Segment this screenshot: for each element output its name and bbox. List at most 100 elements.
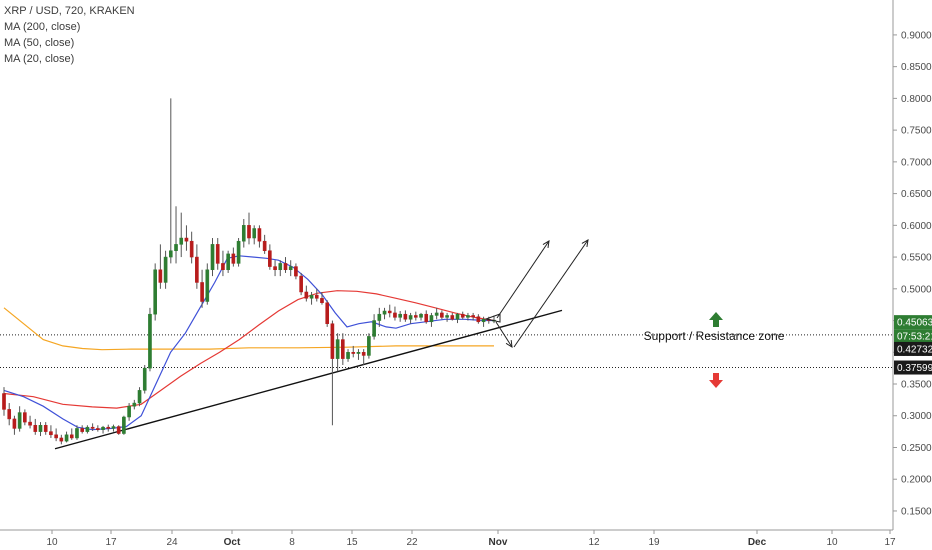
time-tick-label: 22 — [406, 537, 418, 548]
candle-body — [419, 313, 423, 318]
candle-body — [210, 244, 215, 271]
candle-body — [450, 315, 455, 320]
candle-body — [476, 316, 481, 323]
resistance-price-tag-bg — [894, 341, 932, 356]
candle-body — [168, 250, 173, 258]
candle-body — [325, 302, 330, 324]
candle-body — [2, 393, 6, 410]
candle-body — [252, 228, 257, 239]
ascending-trendline — [54, 309, 563, 450]
candle-body — [69, 434, 74, 439]
candle-body — [179, 237, 184, 245]
candle-body — [445, 315, 449, 318]
legend-ma50: MA (50, close) — [4, 37, 75, 49]
countdown-tag: 07:53:21 — [897, 332, 932, 343]
candle-body — [231, 253, 236, 264]
candle-body — [127, 405, 131, 418]
candle-body — [356, 352, 361, 354]
time-tick-label: 17 — [105, 537, 117, 548]
candle-body — [226, 253, 230, 271]
projection-arrow-up-2-head — [581, 239, 589, 247]
projection-arrow-up-1-head — [542, 240, 550, 248]
candle-body — [158, 269, 163, 283]
candle-body — [387, 310, 392, 314]
candle-body — [273, 266, 277, 271]
candle-body — [314, 294, 319, 299]
support-price-tag: 0.37599 — [897, 363, 932, 374]
candle-body — [195, 256, 199, 283]
candle-body — [200, 282, 204, 302]
candle-body — [148, 313, 152, 369]
candle-body — [101, 426, 105, 430]
current-price-tag-bg — [894, 315, 932, 330]
time-axis[interactable]: 10 17 24 Oct 8 15 22 Nov 12 19 Dec 10 17 — [0, 529, 896, 548]
candle-body — [320, 298, 324, 304]
candle-body — [221, 263, 225, 271]
projection-triangle — [484, 313, 501, 323]
resistance-price-tag: 0.42732 — [897, 344, 932, 355]
price-tick-label: 0.15000 — [901, 506, 932, 517]
ma200-line — [3, 307, 494, 351]
candle-body — [294, 266, 298, 277]
plot-area[interactable]: Support / Resistance zone — [0, 98, 893, 450]
candle-body — [257, 228, 262, 242]
candle-body — [38, 425, 43, 432]
candle-body — [262, 240, 267, 251]
candle-body — [142, 367, 147, 391]
candle-body — [471, 315, 475, 317]
candle-body — [283, 263, 288, 271]
candle-body — [215, 244, 220, 264]
candle-body — [132, 402, 137, 407]
chart-legend: XRP / USD, 720, KRAKEN MA (200, close) M… — [4, 3, 135, 67]
candle-body — [75, 428, 79, 439]
countdown-tag-bg — [894, 329, 932, 344]
candle-body — [153, 269, 157, 315]
bullish-arrow-icon — [709, 312, 723, 327]
candle-body — [377, 313, 382, 321]
candle-body — [122, 416, 126, 434]
candle-body — [367, 336, 371, 356]
candle-body — [341, 339, 345, 359]
candle-body — [106, 426, 111, 429]
candle-body — [413, 315, 418, 318]
candle-body — [372, 320, 376, 337]
time-tick-label: 12 — [588, 537, 600, 548]
candle-body — [429, 315, 434, 323]
candle-body — [330, 323, 335, 359]
bearish-arrow-icon — [709, 373, 723, 388]
candle-body — [137, 390, 142, 404]
projection-arrow-down — [495, 321, 513, 348]
candle-body — [43, 425, 48, 432]
candle-body — [309, 294, 314, 299]
candle-body — [403, 313, 408, 320]
time-tick-label: 17 — [884, 537, 896, 548]
candle-body — [268, 250, 272, 267]
candle-body — [398, 313, 402, 318]
candle-body — [17, 412, 22, 429]
candle-body — [408, 315, 413, 320]
time-tick-label: 10 — [826, 537, 838, 548]
time-tick-label: 10 — [46, 537, 58, 548]
candle-body — [460, 313, 465, 318]
time-tick-label: 24 — [166, 537, 178, 548]
time-tick-label: Dec — [748, 537, 767, 548]
ma50-line — [3, 290, 495, 409]
candle-body — [236, 240, 241, 264]
candle-body — [90, 426, 95, 429]
current-price-tag: 0.45063 — [897, 318, 932, 329]
candle-body — [116, 426, 121, 434]
candle-body — [288, 266, 293, 271]
candle-body — [33, 425, 38, 432]
